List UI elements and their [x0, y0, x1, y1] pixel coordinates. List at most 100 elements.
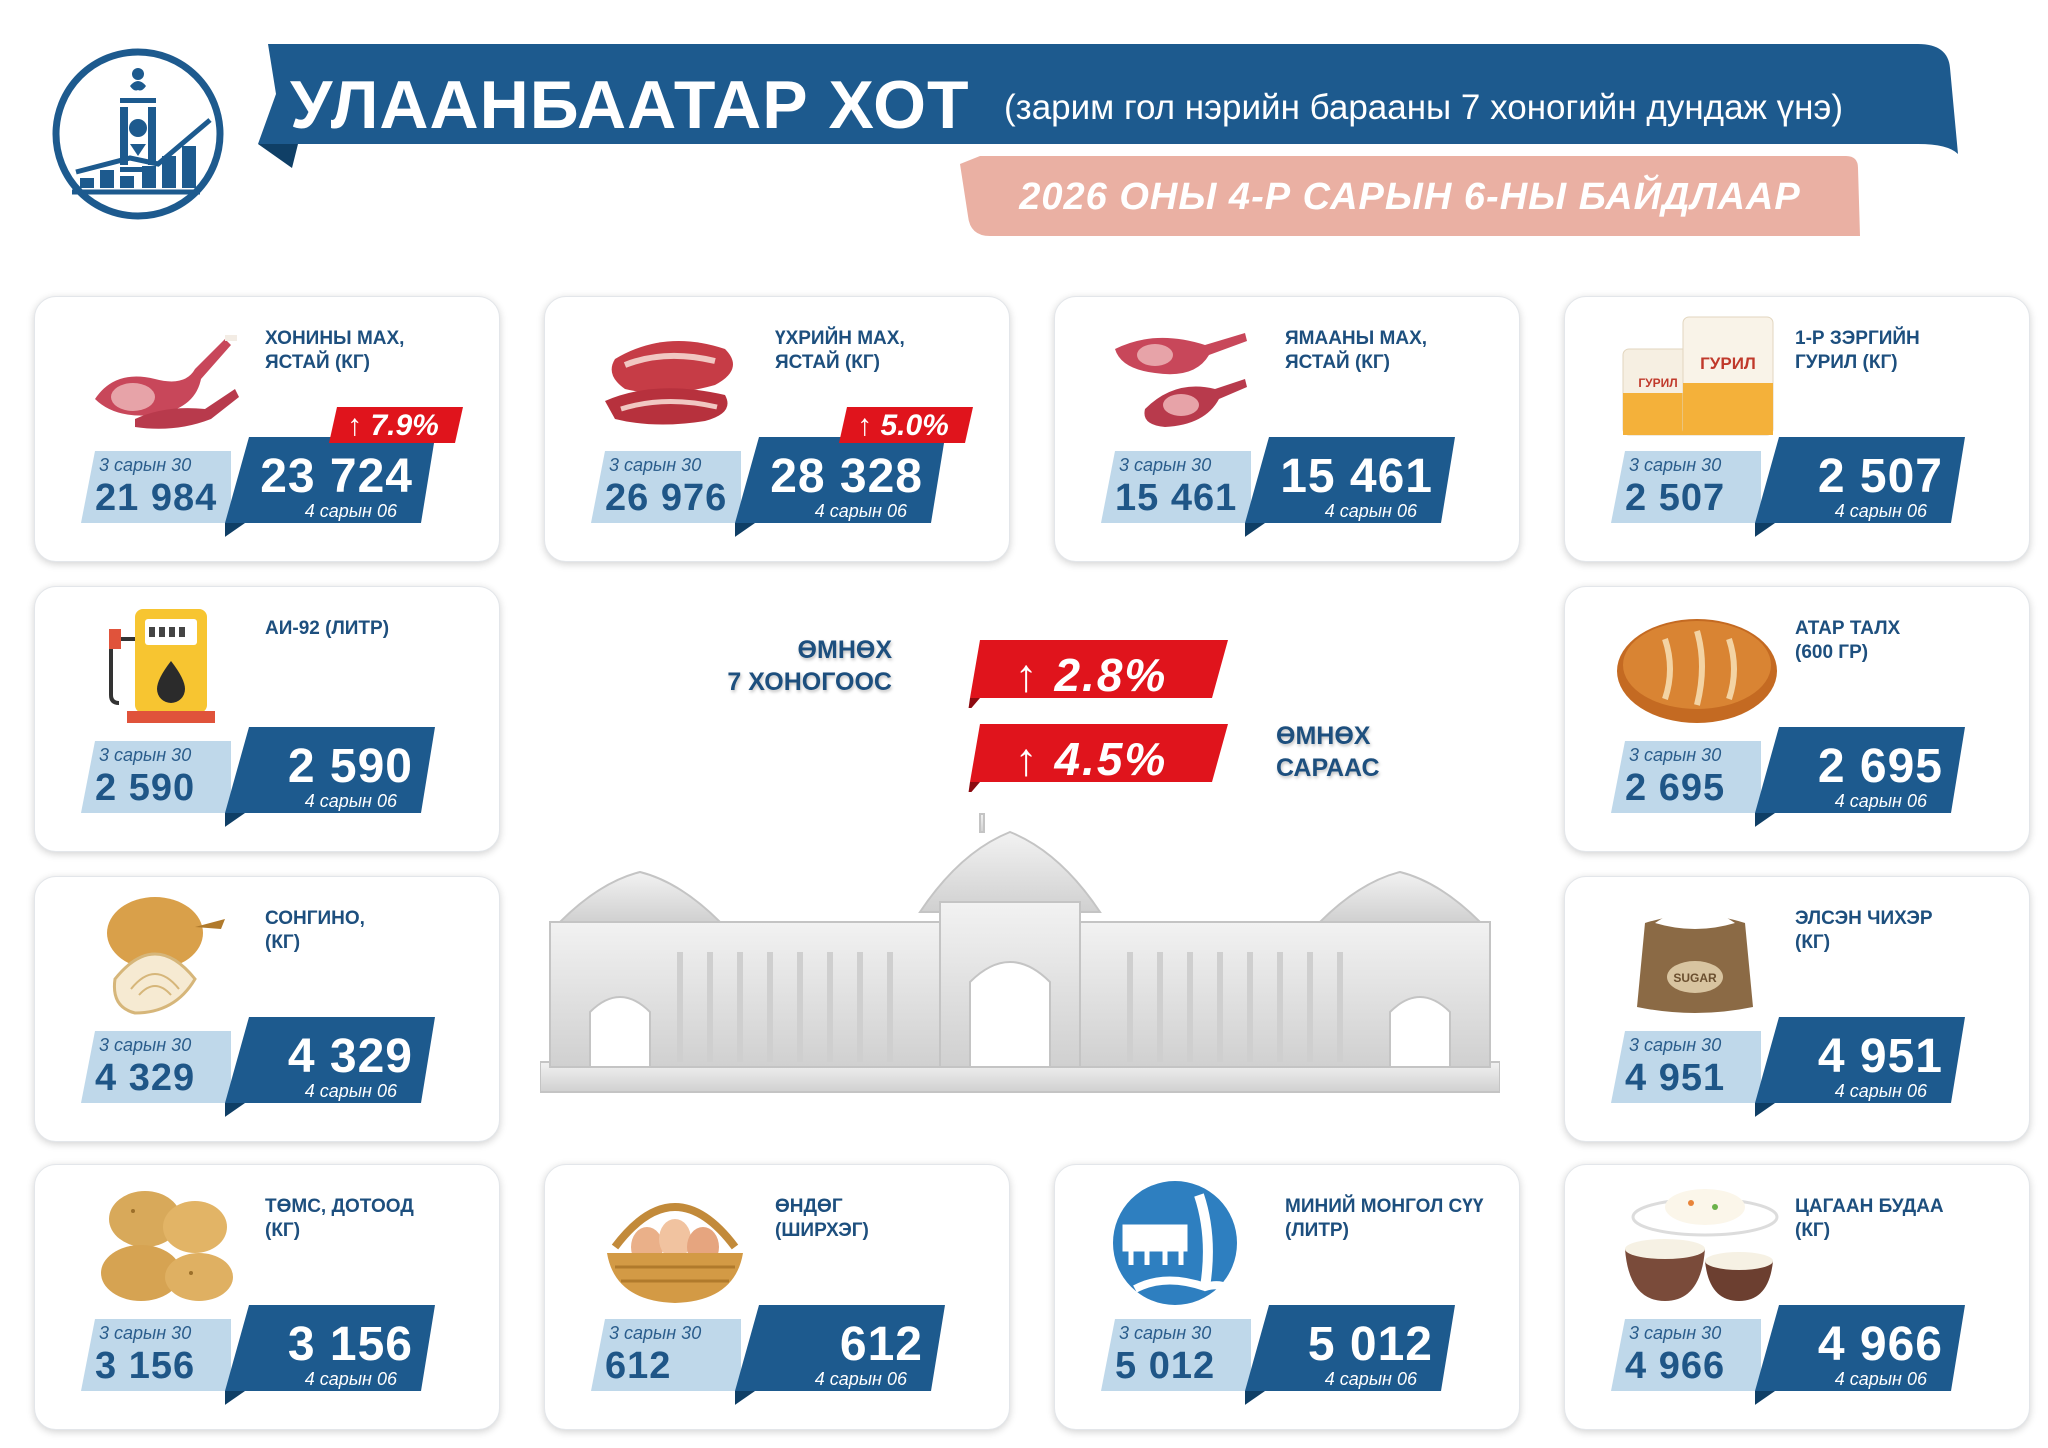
- current-price: 2 507: [1817, 450, 1943, 503]
- previous-price: 26 976: [605, 477, 728, 519]
- previous-price: 4 951: [1625, 1057, 1726, 1099]
- product-card: ГУРИЛ ГУРИЛ 1-Р ЗЭРГИЙН ГУРИЛ (КГ) 3 сарын 3…: [1564, 296, 2030, 562]
- previous-price-box: 3 сарын 30 21 984: [81, 451, 231, 523]
- current-price: 15 461: [1280, 450, 1433, 503]
- product-card: МИНИЙ МОНГОЛ СҮҮ (ЛИТР) 3 сарын 30 5 012 5 0…: [1054, 1164, 1520, 1430]
- current-price: 2 695: [1817, 740, 1943, 793]
- previous-price-box: 3 сарын 30 2 507: [1611, 451, 1761, 523]
- previous-price: 612: [605, 1345, 672, 1387]
- milk-icon: [1095, 1177, 1275, 1307]
- product-name-line1: ЭЛСЭН ЧИХЭР: [1795, 908, 1933, 929]
- previous-date-label: 3 сарын 30: [609, 455, 702, 475]
- monthly-change-label: ӨМНӨХ САРААС: [1276, 720, 1380, 784]
- current-price-box: 4 329 4 сарын 06: [225, 1017, 435, 1121]
- product-name-line1: МИНИЙ МОНГОЛ СҮҮ: [1285, 1196, 1484, 1217]
- product-name-line1: ҮХРИЙН МАХ,: [775, 328, 905, 349]
- current-date-label: 4 сарын 06: [814, 1369, 907, 1389]
- product-name: ТӨМС, ДОТООД (КГ): [265, 1195, 485, 1243]
- previous-price-box: 3 сарын 30 4 329: [81, 1031, 231, 1103]
- product-name: АИ-92 (ЛИТР): [265, 617, 485, 641]
- monthly-label-line1: ӨМНӨХ: [1276, 722, 1371, 750]
- previous-date-label: 3 сарын 30: [99, 1323, 192, 1343]
- current-price-box: 15 461 4 сарын 06: [1245, 437, 1455, 541]
- current-date-label: 4 сарын 06: [814, 501, 907, 521]
- product-name: ХОНИНЫ МАХ, ЯСТАЙ (КГ): [265, 327, 485, 375]
- previous-price-box: 3 сарын 30 2 590: [81, 741, 231, 813]
- product-card: ЯМААНЫ МАХ, ЯСТАЙ (КГ) 3 сарын 30 15 461 15 …: [1054, 296, 1520, 562]
- price-change-badge: ↑ 5.0%: [839, 407, 973, 443]
- monthly-label-line2: САРААС: [1276, 754, 1380, 782]
- previous-price: 2 695: [1625, 767, 1726, 809]
- product-card: АТАР ТАЛХ (600 ГР) 3 сарын 30 2 695 2 695 4 …: [1564, 586, 2030, 852]
- previous-price-box: 3 сарын 30 26 976: [591, 451, 741, 523]
- weekly-label-line1: ӨМНӨХ: [797, 636, 892, 664]
- product-name: ӨНДӨГ (ШИРХЭГ): [775, 1195, 995, 1243]
- previous-date-label: 3 сарын 30: [1629, 455, 1722, 475]
- current-price: 4 966: [1817, 1318, 1943, 1371]
- previous-date-label: 3 сарын 30: [1629, 745, 1722, 765]
- price-change-value: ↑ 5.0%: [857, 409, 949, 442]
- product-name: ЭЛСЭН ЧИХЭР (КГ): [1795, 907, 2015, 955]
- price-change-badge: ↑ 7.9%: [329, 407, 463, 443]
- monthly-change-value: ↑ 4.5%: [1014, 733, 1168, 785]
- product-card: СОНГИНО, (КГ) 3 сарын 30 4 329 4 329 4 сарын …: [34, 876, 500, 1142]
- current-price: 5 012: [1307, 1318, 1433, 1371]
- previous-price-box: 3 сарын 30 3 156: [81, 1319, 231, 1391]
- previous-price-box: 3 сарын 30 2 695: [1611, 741, 1761, 813]
- product-name: ЯМААНЫ МАХ, ЯСТАЙ (КГ): [1285, 327, 1505, 375]
- current-price: 2 590: [287, 740, 413, 793]
- potato-icon: [75, 1177, 255, 1307]
- product-name-line1: 1-Р ЗЭРГИЙН: [1795, 328, 1920, 349]
- product-name-line2: (КГ): [1795, 932, 1831, 953]
- current-date-label: 4 сарын 06: [304, 791, 397, 811]
- previous-price: 4 329: [95, 1057, 196, 1099]
- product-card: ЦАГААН БУДАА (КГ) 3 сарын 30 4 966 4 966 4 са…: [1564, 1164, 2030, 1430]
- weekly-change-label: ӨМНӨХ 7 ХОНОГООС: [726, 634, 892, 698]
- previous-price-box: 3 сарын 30 5 012: [1101, 1319, 1251, 1391]
- mutton-icon: [75, 309, 255, 439]
- report-date: 2026 ОНЫ 4-Р САРЫН 6-НЫ БАЙДЛААР: [1019, 176, 1801, 218]
- previous-date-label: 3 сарын 30: [99, 1035, 192, 1055]
- previous-date-label: 3 сарын 30: [609, 1323, 702, 1343]
- previous-price-box: 3 сарын 30 612: [591, 1319, 741, 1391]
- previous-price: 21 984: [95, 477, 218, 519]
- egg-basket-icon: [585, 1177, 765, 1307]
- product-card: ҮХРИЙН МАХ, ЯСТАЙ (КГ) 3 сарын 30 26 976 28 …: [544, 296, 1010, 562]
- flour-pack-label: ГУРИЛ: [1700, 354, 1756, 373]
- previous-date-label: 3 сарын 30: [1119, 1323, 1212, 1343]
- flour-pack-label-small: ГУРИЛ: [1638, 376, 1677, 390]
- current-date-label: 4 сарын 06: [1834, 501, 1927, 521]
- previous-price-box: 3 сарын 30 15 461: [1101, 451, 1251, 523]
- sugar-sack-icon: SUGAR: [1605, 889, 1785, 1019]
- product-name-line1: АТАР ТАЛХ: [1795, 618, 1901, 639]
- previous-price: 2 507: [1625, 477, 1726, 519]
- product-name-line1: ХОНИНЫ МАХ,: [265, 328, 405, 349]
- previous-price: 4 966: [1625, 1345, 1726, 1387]
- current-price: 23 724: [260, 450, 413, 503]
- monthly-change-badge: ↑ 4.5%: [966, 724, 1228, 792]
- product-name: 1-Р ЗЭРГИЙН ГУРИЛ (КГ): [1795, 327, 2015, 375]
- previous-date-label: 3 сарын 30: [99, 455, 192, 475]
- product-card: ХОНИНЫ МАХ, ЯСТАЙ (КГ) 3 сарын 30 21 984 23 …: [34, 296, 500, 562]
- current-price-box: 4 951 4 сарын 06: [1755, 1017, 1965, 1121]
- product-card: SUGAR ЭЛСЭН ЧИХЭР (КГ) 3 сарын 30 4 951 4 951…: [1564, 876, 2030, 1142]
- current-price-box: 612 4 сарын 06: [735, 1305, 945, 1409]
- goat-meat-icon: [1095, 309, 1275, 439]
- product-name-line2: ЯСТАЙ (КГ): [1285, 352, 1390, 373]
- current-price-box: 5 012 4 сарын 06: [1245, 1305, 1455, 1409]
- bread-icon: [1605, 599, 1785, 729]
- previous-price-box: 3 сарын 30 4 966: [1611, 1319, 1761, 1391]
- current-date-label: 4 сарын 06: [304, 501, 397, 521]
- previous-date-label: 3 сарын 30: [1629, 1035, 1722, 1055]
- product-card: ТӨМС, ДОТООД (КГ) 3 сарын 30 3 156 3 156 4 са…: [34, 1164, 500, 1430]
- product-name: СОНГИНО, (КГ): [265, 907, 485, 955]
- current-date-label: 4 сарын 06: [1834, 1081, 1927, 1101]
- current-price-box: 4 966 4 сарын 06: [1755, 1305, 1965, 1409]
- fuel-pump-icon: [75, 599, 255, 729]
- previous-date-label: 3 сарын 30: [1629, 1323, 1722, 1343]
- current-price-box: 2 507 4 сарын 06: [1755, 437, 1965, 541]
- product-name-line2: (КГ): [265, 1220, 301, 1241]
- current-price: 3 156: [287, 1318, 413, 1371]
- current-date-label: 4 сарын 06: [304, 1081, 397, 1101]
- weekly-label-line2: 7 ХОНОГООС: [727, 668, 892, 696]
